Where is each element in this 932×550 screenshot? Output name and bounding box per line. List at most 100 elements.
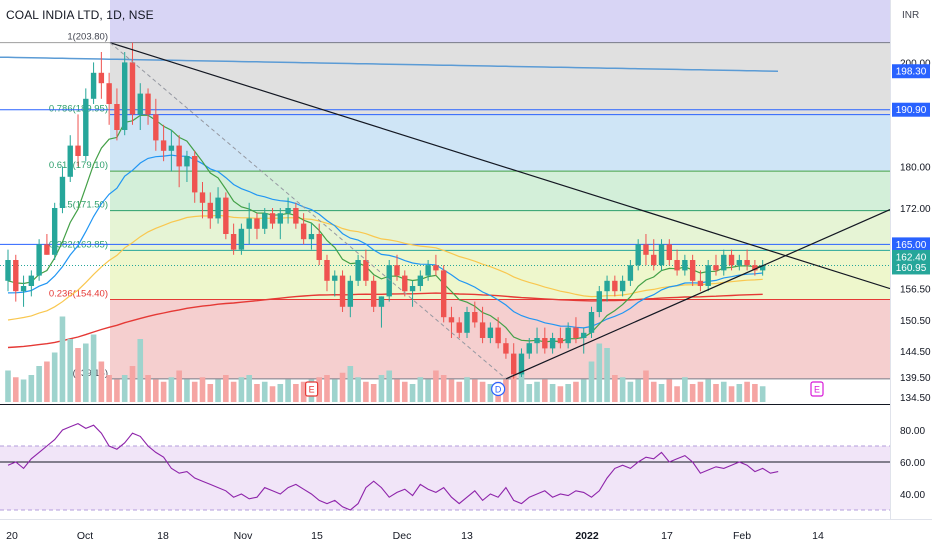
candle-body: [355, 260, 361, 281]
volume-bar: [542, 379, 548, 402]
volume-bar: [145, 375, 151, 402]
candle-body: [581, 332, 587, 338]
volume-bar: [254, 384, 260, 402]
candle-body: [549, 338, 556, 349]
volume-bar: [534, 381, 540, 402]
y-tick-label: 200.00: [900, 58, 931, 69]
candle-body: [269, 213, 276, 224]
volume-bar: [199, 377, 206, 402]
candle-body: [619, 280, 626, 292]
y-tick-label: 139.50: [900, 373, 931, 384]
candle-body: [262, 213, 268, 229]
candle-body: [277, 213, 283, 224]
candle-body: [394, 265, 400, 276]
price-badge-label: 162.40: [896, 252, 927, 263]
volume-bar: [137, 339, 144, 402]
x-tick-label: 15: [311, 530, 323, 542]
price-badge-label: 198.30: [896, 67, 927, 78]
fib-zone: [110, 250, 890, 300]
candle-body: [503, 343, 509, 354]
candle-body: [627, 265, 634, 281]
candle-body: [573, 327, 579, 338]
fib-top-band: [110, 0, 890, 43]
candle-body: [697, 280, 704, 286]
volume-bar: [184, 379, 190, 402]
currency-label: INR: [902, 10, 920, 21]
candle-body: [752, 265, 758, 271]
volume-bar: [425, 379, 431, 402]
candle-body: [59, 176, 66, 208]
y-tick-label: 144.50: [900, 347, 931, 358]
volume-bar: [526, 384, 533, 402]
volume-bar: [378, 375, 385, 402]
y-tick-label: 156.50: [900, 285, 931, 296]
candle-body: [20, 286, 27, 292]
candle-body: [199, 192, 206, 203]
volume-bar: [269, 386, 276, 402]
volume-bar: [409, 384, 416, 402]
volume-bar: [557, 386, 564, 402]
candle-body: [433, 265, 439, 271]
earnings-marker: [810, 381, 824, 397]
candle-body: [106, 83, 112, 104]
event-marker-label: E: [309, 385, 315, 395]
price-badge: [892, 237, 930, 252]
candle-body: [705, 265, 711, 286]
rsi-tick-label: 80.00: [900, 426, 925, 437]
candle-body: [230, 234, 237, 250]
price-badge: [892, 64, 930, 79]
candle-body: [479, 322, 486, 338]
candle-body: [759, 265, 766, 271]
fib-diagonal: [109, 42, 507, 380]
volume-bar: [650, 381, 657, 402]
candle-body: [635, 244, 641, 266]
candle-body: [332, 275, 338, 281]
volume-bar: [573, 381, 579, 402]
volume-bar: [705, 379, 711, 402]
volume-bar: [223, 375, 229, 402]
volume-bar: [331, 379, 338, 402]
candle-body: [604, 280, 610, 292]
candle-body: [363, 260, 369, 281]
candle-body: [440, 270, 447, 318]
ema-slow-line: [7, 214, 763, 321]
rsi-tick-label: 40.00: [900, 490, 925, 501]
candle-body: [246, 218, 252, 229]
volume-bar: [440, 375, 447, 402]
volume-bar: [433, 370, 439, 402]
volume-bar: [386, 370, 393, 402]
candle-body: [409, 286, 416, 292]
candle-body: [596, 291, 602, 312]
volume-bar: [674, 386, 680, 402]
volume-bar: [300, 381, 307, 402]
volume-bar: [51, 352, 58, 402]
volume-bar: [160, 381, 167, 402]
candle-body: [674, 260, 680, 271]
candle-body: [238, 228, 245, 250]
x-tick-label: Nov: [234, 530, 253, 542]
volume-bar: [285, 379, 291, 402]
volume-bar: [176, 370, 182, 402]
volume-bar: [713, 384, 719, 402]
volume-bar: [36, 366, 42, 402]
candle-body: [160, 140, 167, 151]
volume-bar: [682, 377, 688, 402]
volume-bar: [370, 384, 377, 402]
rsi-tick-label: 60.00: [900, 458, 925, 469]
candle-body: [51, 208, 58, 255]
candle-body: [168, 145, 175, 151]
candle-body: [526, 343, 532, 354]
candle-body: [13, 260, 19, 292]
candle-body: [300, 223, 307, 240]
candle-body: [682, 260, 688, 271]
candle-body: [534, 338, 540, 344]
candle-body: [293, 208, 299, 224]
candle-body: [402, 275, 408, 292]
volume-bar: [456, 381, 463, 402]
volume-bar: [316, 377, 322, 402]
volume-bar: [627, 381, 634, 402]
volume-bar: [736, 384, 743, 402]
volume-bar: [658, 384, 665, 402]
candle-body: [472, 312, 478, 323]
